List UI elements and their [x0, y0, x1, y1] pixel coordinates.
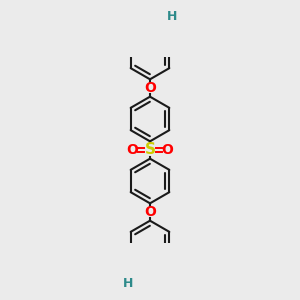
Text: O: O [144, 81, 156, 95]
Text: H: H [167, 10, 177, 23]
Text: H: H [123, 277, 133, 290]
Text: O: O [161, 143, 173, 157]
Text: S: S [145, 142, 155, 158]
Text: O: O [127, 143, 139, 157]
Text: O: O [144, 205, 156, 219]
